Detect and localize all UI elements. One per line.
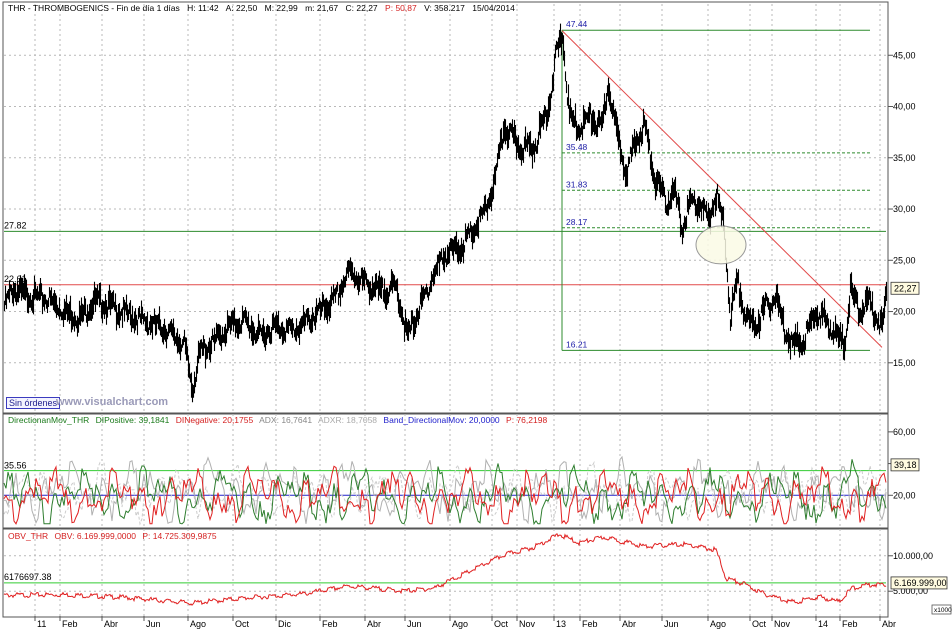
x-tick-label: Oct [752,619,767,629]
annotation-ellipse [695,225,747,265]
close-label: C: 22,27 [346,3,378,13]
x-tick-label: Nov [774,619,791,629]
x-tick-label: Abr [367,619,381,629]
obv-panel[interactable] [2,528,889,618]
price-bars [3,23,888,403]
x-tick-label: Jun [407,619,422,629]
x-tick-label: Feb [842,619,858,629]
dmi-header: DirectionanMov_THR DIPositive: 39,1841 D… [8,415,547,425]
sin-ordenes-button[interactable]: Sin órdenes [6,397,61,409]
pct-label: P: 50,87 [385,3,417,13]
symbol-label: THR - THROMBOGENICS - Fin de día 1 días [8,3,180,13]
price-y-tick-label: 45,00 [893,50,916,60]
dip-label: DIPositive: 39,1841 [96,415,170,425]
adx-label: ADX: 16,7641 [259,415,312,425]
price-y-tick-label: 15,00 [893,358,916,368]
adxr-label: ADXR: 18,7058 [318,415,377,425]
dmi-last-value: 39,18 [894,460,917,470]
x-tick-label: 14 [818,619,828,629]
di-negative-line [3,465,887,525]
max-label: M: 22,99 [265,3,298,13]
fib-level-label: 16.21 [566,339,588,349]
obv-last-value: 6.169.999,00 [894,578,947,588]
horizontal-level-label: 27.82 [4,220,27,230]
x-tick-label: Ago [190,619,206,629]
obv-value-label: OBV: 6.169.999,0000 [55,531,137,541]
price-last-value-box [890,281,920,295]
obv-header: OBV_THR OBV: 6.169.999,0000 P: 14.725.30… [8,531,217,541]
fib-level-label: 35.48 [566,142,588,152]
price-panel[interactable] [2,1,889,414]
watermark-text: www.visualchart.com [56,396,169,408]
dmi-p-label: P: 76,2198 [506,415,547,425]
x-tick-label: Abr [104,619,118,629]
x-tick-label: Abr [622,619,636,629]
obv-last-value-box [890,576,948,590]
x-tick-label: Ago [452,619,468,629]
x-tick-label: Feb [62,619,78,629]
horizontal-level-label: 22.61 [4,274,27,284]
x-tick-label: Ago [710,619,726,629]
min-label: m: 21,67 [305,3,338,13]
fib-level-label: 28.17 [566,217,588,227]
price-y-tick-label: 20,00 [893,307,916,317]
grid-lines [4,4,886,616]
obv-y-tick-label: 5.000,00 [893,586,928,596]
dmi-level-label: 35.56 [4,461,27,471]
obv-line [3,533,887,606]
x-tick-label: Jun [146,619,161,629]
obv-name: OBV_THR [8,531,48,541]
x-tick-label: Feb [322,619,338,629]
x-tick-label: Oct [235,619,250,629]
x-tick-label: Jun [664,619,679,629]
price-y-tick-label: 30,00 [893,204,916,214]
x-tick-label: 11 [37,619,46,629]
x-tick-label: Feb [582,619,598,629]
x-tick-label: Dic [278,619,291,629]
dmi-last-value-box [890,458,920,472]
open-label: A: 22,50 [226,3,258,13]
date-label: 15/04/2014 [472,3,515,13]
trendline [561,30,883,348]
band-label: Band_DirectionalMov: 20,0000 [383,415,500,425]
volume-label: V: 358.217 [424,3,465,13]
obv-p-label: P: 14.725.309,9875 [142,531,216,541]
hour-label: H: 11:42 [187,3,219,13]
price-header: THR - THROMBOGENICS - Fin de día 1 días … [8,3,515,13]
dmi-y-tick-label: 60,00 [893,427,916,437]
price-last-value: 22,27 [894,283,917,293]
obv-unit-box [931,604,952,615]
obv-level-label: 6176697.38 [4,572,52,582]
x-tick-label: Nov [519,619,536,629]
price-y-tick-label: 40,00 [893,102,916,112]
adx-line [3,455,887,525]
din-label: DINegative: 20,1755 [176,415,254,425]
obv-y-tick-label: 10.000,00 [893,551,933,561]
x-tick-label: 13 [556,619,566,629]
fib-level-label: 47.44 [566,19,588,29]
dmi-name: DirectionanMov_THR [8,415,89,425]
x-tick-label: Oct [494,619,509,629]
price-y-tick-label: 35,00 [893,153,916,163]
fib-level-label: 31.83 [566,179,588,189]
obv-unit-label: x1000 [934,607,952,614]
dmi-panel[interactable] [2,413,889,529]
x-tick-label: Abr [882,619,896,629]
dmi-y-tick-label: 20,00 [893,490,916,500]
di-positive-line [3,459,887,526]
price-y-tick-label: 25,00 [893,255,916,265]
